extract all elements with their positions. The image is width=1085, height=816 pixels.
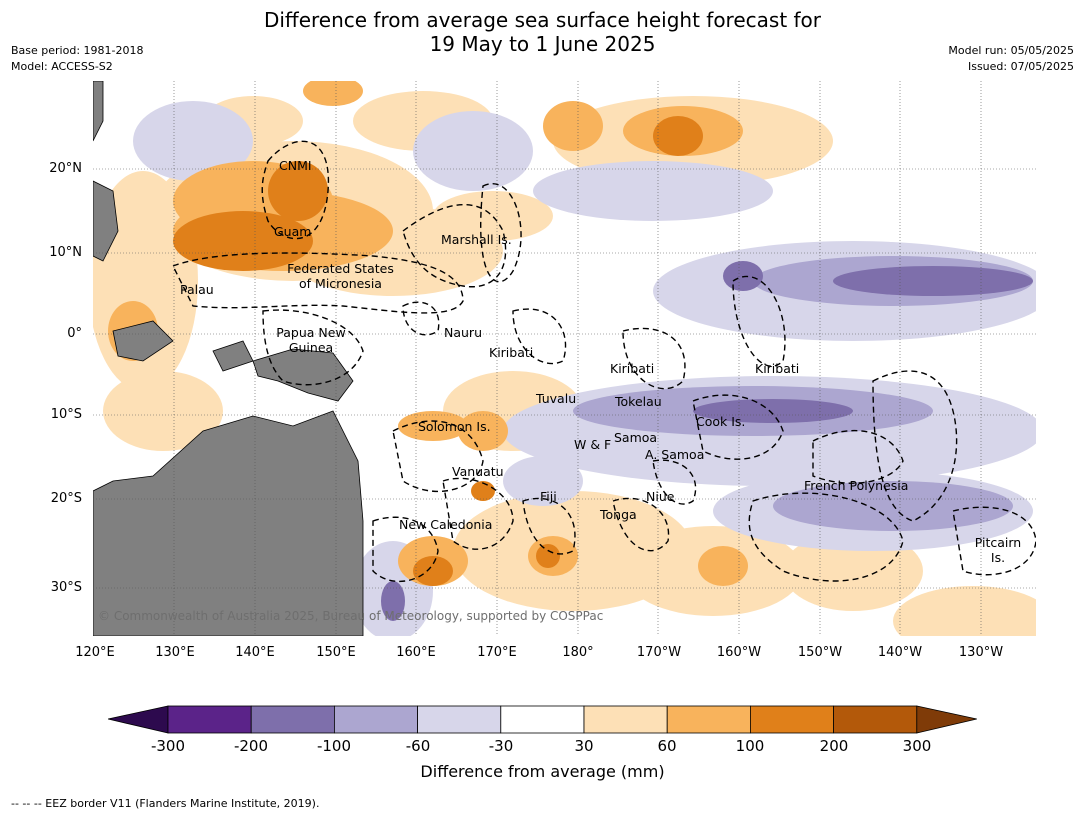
place-label: New Caledonia: [399, 517, 493, 532]
y-tick: 10°N: [49, 245, 82, 260]
model-name: Model: ACCESS-S2: [11, 60, 113, 73]
copyright-note: © Commonwealth of Australia 2025, Bureau…: [98, 609, 604, 623]
place-label: CNMI: [279, 158, 312, 173]
y-tick: 0°: [67, 326, 82, 341]
chart-title: Difference from average sea surface heig…: [0, 8, 1085, 56]
place-label: Niue: [646, 489, 675, 504]
place-label: Kiribati: [610, 361, 655, 376]
y-tick: 30°S: [50, 580, 82, 595]
colorbar: [108, 705, 977, 734]
colorbar-label: -300: [150, 737, 186, 755]
colorbar-swatch: [500, 705, 585, 734]
colorbar-swatch: [333, 705, 418, 734]
colorbar-extend-high: [916, 705, 977, 734]
anomaly-map: [93, 81, 1036, 636]
colorbar-label: 30: [574, 737, 594, 755]
colorbar-label: 300: [902, 737, 932, 755]
colorbar-label: -100: [316, 737, 352, 755]
x-tick: 170°W: [636, 645, 682, 660]
colorbar-swatch: [666, 705, 751, 734]
colorbar-label: -60: [405, 737, 431, 755]
x-tick: 140°W: [877, 645, 923, 660]
colorbar-title: Difference from average (mm): [420, 762, 665, 781]
colorbar-label: 60: [657, 737, 677, 755]
x-tick: 130°W: [958, 645, 1004, 660]
place-label: Kiribati: [489, 345, 534, 360]
x-tick: 140°E: [235, 645, 275, 660]
base-period: Base period: 1981-2018: [11, 44, 144, 57]
title-line-1: Difference from average sea surface heig…: [263, 8, 822, 32]
x-tick: 150°E: [316, 645, 356, 660]
place-label: Guam: [274, 224, 312, 239]
meta-right: Model run: 05/05/2025 Issued: 07/05/2025: [948, 43, 1074, 75]
place-label: Nauru: [444, 325, 482, 340]
colorbar-extend-low: [108, 705, 169, 734]
model-run: Model run: 05/05/2025: [948, 44, 1074, 57]
place-label: Marshall Is.: [441, 232, 512, 247]
colorbar-swatch: [583, 705, 668, 734]
x-tick: 150°W: [797, 645, 843, 660]
x-tick: 170°E: [477, 645, 517, 660]
place-label: Tuvalu: [536, 391, 577, 406]
colorbar-label: -200: [233, 737, 269, 755]
x-tick: 120°E: [75, 645, 115, 660]
place-label: Tokelau: [615, 394, 662, 409]
place-label: Tonga: [600, 507, 637, 522]
place-label: Palau: [180, 282, 214, 297]
footnote: -- -- -- EEZ border V11 (Flanders Marine…: [11, 797, 320, 810]
colorbar-swatch: [833, 705, 918, 734]
place-label: French Polynesia: [804, 478, 909, 493]
place-label: Federated States of Micronesia: [287, 261, 394, 291]
x-tick: 130°E: [155, 645, 195, 660]
x-tick: 160°E: [396, 645, 436, 660]
place-label: Papua New Guinea: [276, 325, 346, 355]
place-label: Fiji: [540, 489, 557, 504]
issued-date: Issued: 07/05/2025: [967, 60, 1074, 73]
y-tick: 20°N: [49, 161, 82, 176]
title-line-2: 19 May to 1 June 2025: [429, 32, 656, 56]
colorbar-swatch: [167, 705, 252, 734]
colorbar-swatch: [750, 705, 835, 734]
colorbar-label: 200: [819, 737, 849, 755]
place-label: Samoa: [614, 430, 658, 445]
y-tick: 20°S: [50, 491, 82, 506]
x-tick: 180°: [562, 645, 594, 660]
x-tick: 160°W: [716, 645, 762, 660]
place-label: Cook Is.: [696, 414, 746, 429]
anomaly-neg100-neg200: [381, 261, 1033, 621]
map-panel: CNMI Guam Marshall Is. Federated States …: [93, 81, 1036, 636]
place-label: W & F: [574, 437, 612, 452]
place-label: Solomon Is.: [418, 419, 491, 434]
place-label: Pitcairn Is.: [974, 535, 1022, 565]
place-label: A. Samoa: [645, 447, 705, 462]
y-tick: 10°S: [50, 407, 82, 422]
land: [93, 81, 364, 636]
colorbar-label: 100: [735, 737, 765, 755]
place-label: Kiribati: [755, 361, 800, 376]
eez-borders: [172, 140, 1036, 582]
place-label: Vanuatu: [452, 464, 504, 479]
colorbar-swatch: [417, 705, 502, 734]
colorbar-swatch: [250, 705, 335, 734]
meta-left: Base period: 1981-2018 Model: ACCESS-S2: [11, 43, 143, 75]
colorbar-label: -30: [488, 737, 514, 755]
anomaly-100-200: [173, 116, 703, 586]
